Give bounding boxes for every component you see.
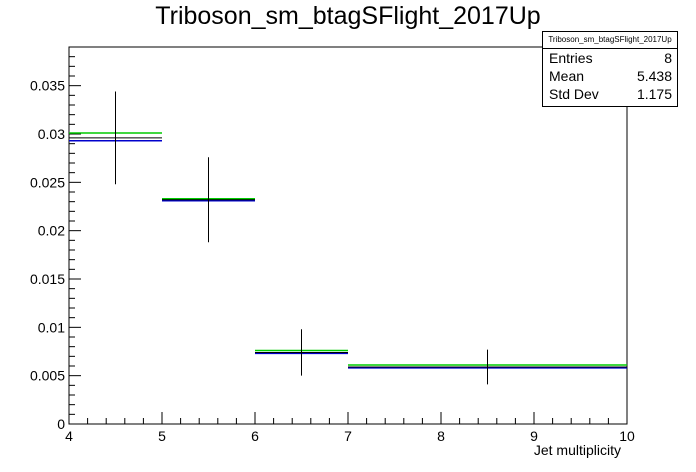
stats-mean-label: Mean bbox=[549, 68, 585, 84]
y-tick-label: 0.035 bbox=[30, 78, 65, 94]
x-tick-label: 10 bbox=[619, 428, 635, 444]
x-tick-label: 6 bbox=[251, 428, 259, 444]
x-tick-label: 4 bbox=[65, 428, 73, 444]
stats-box-name: Triboson_sm_btagSFlight_2017Up bbox=[543, 32, 677, 49]
stats-box: Triboson_sm_btagSFlight_2017Up Entries 8… bbox=[542, 31, 678, 107]
x-tick-label: 5 bbox=[158, 428, 166, 444]
stats-std-value: 1.175 bbox=[636, 86, 672, 102]
y-tick-label: 0.025 bbox=[30, 174, 65, 190]
stats-std-label: Std Dev bbox=[549, 86, 599, 102]
stats-mean-value: 5.438 bbox=[636, 68, 672, 84]
stats-row-mean: Mean 5.438 bbox=[543, 67, 677, 85]
y-tick-label: 0.015 bbox=[30, 271, 65, 287]
chart-title: Triboson_sm_btagSFlight_2017Up bbox=[155, 2, 541, 30]
y-tick-label: 0.03 bbox=[38, 126, 65, 142]
x-tick-label: 9 bbox=[530, 428, 538, 444]
x-tick-label: 7 bbox=[344, 428, 352, 444]
y-tick-label: 0.005 bbox=[30, 368, 65, 384]
y-tick-label: 0.02 bbox=[38, 223, 65, 239]
x-tick-label: 8 bbox=[437, 428, 445, 444]
stats-entries-value: 8 bbox=[664, 50, 672, 66]
y-tick-label: 0.01 bbox=[38, 319, 65, 335]
stats-row-entries: Entries 8 bbox=[543, 49, 677, 67]
stats-row-std: Std Dev 1.175 bbox=[543, 85, 677, 103]
x-axis-label: Jet multiplicity bbox=[534, 442, 621, 458]
y-tick-label: 0 bbox=[57, 416, 65, 432]
stats-entries-label: Entries bbox=[549, 50, 593, 66]
